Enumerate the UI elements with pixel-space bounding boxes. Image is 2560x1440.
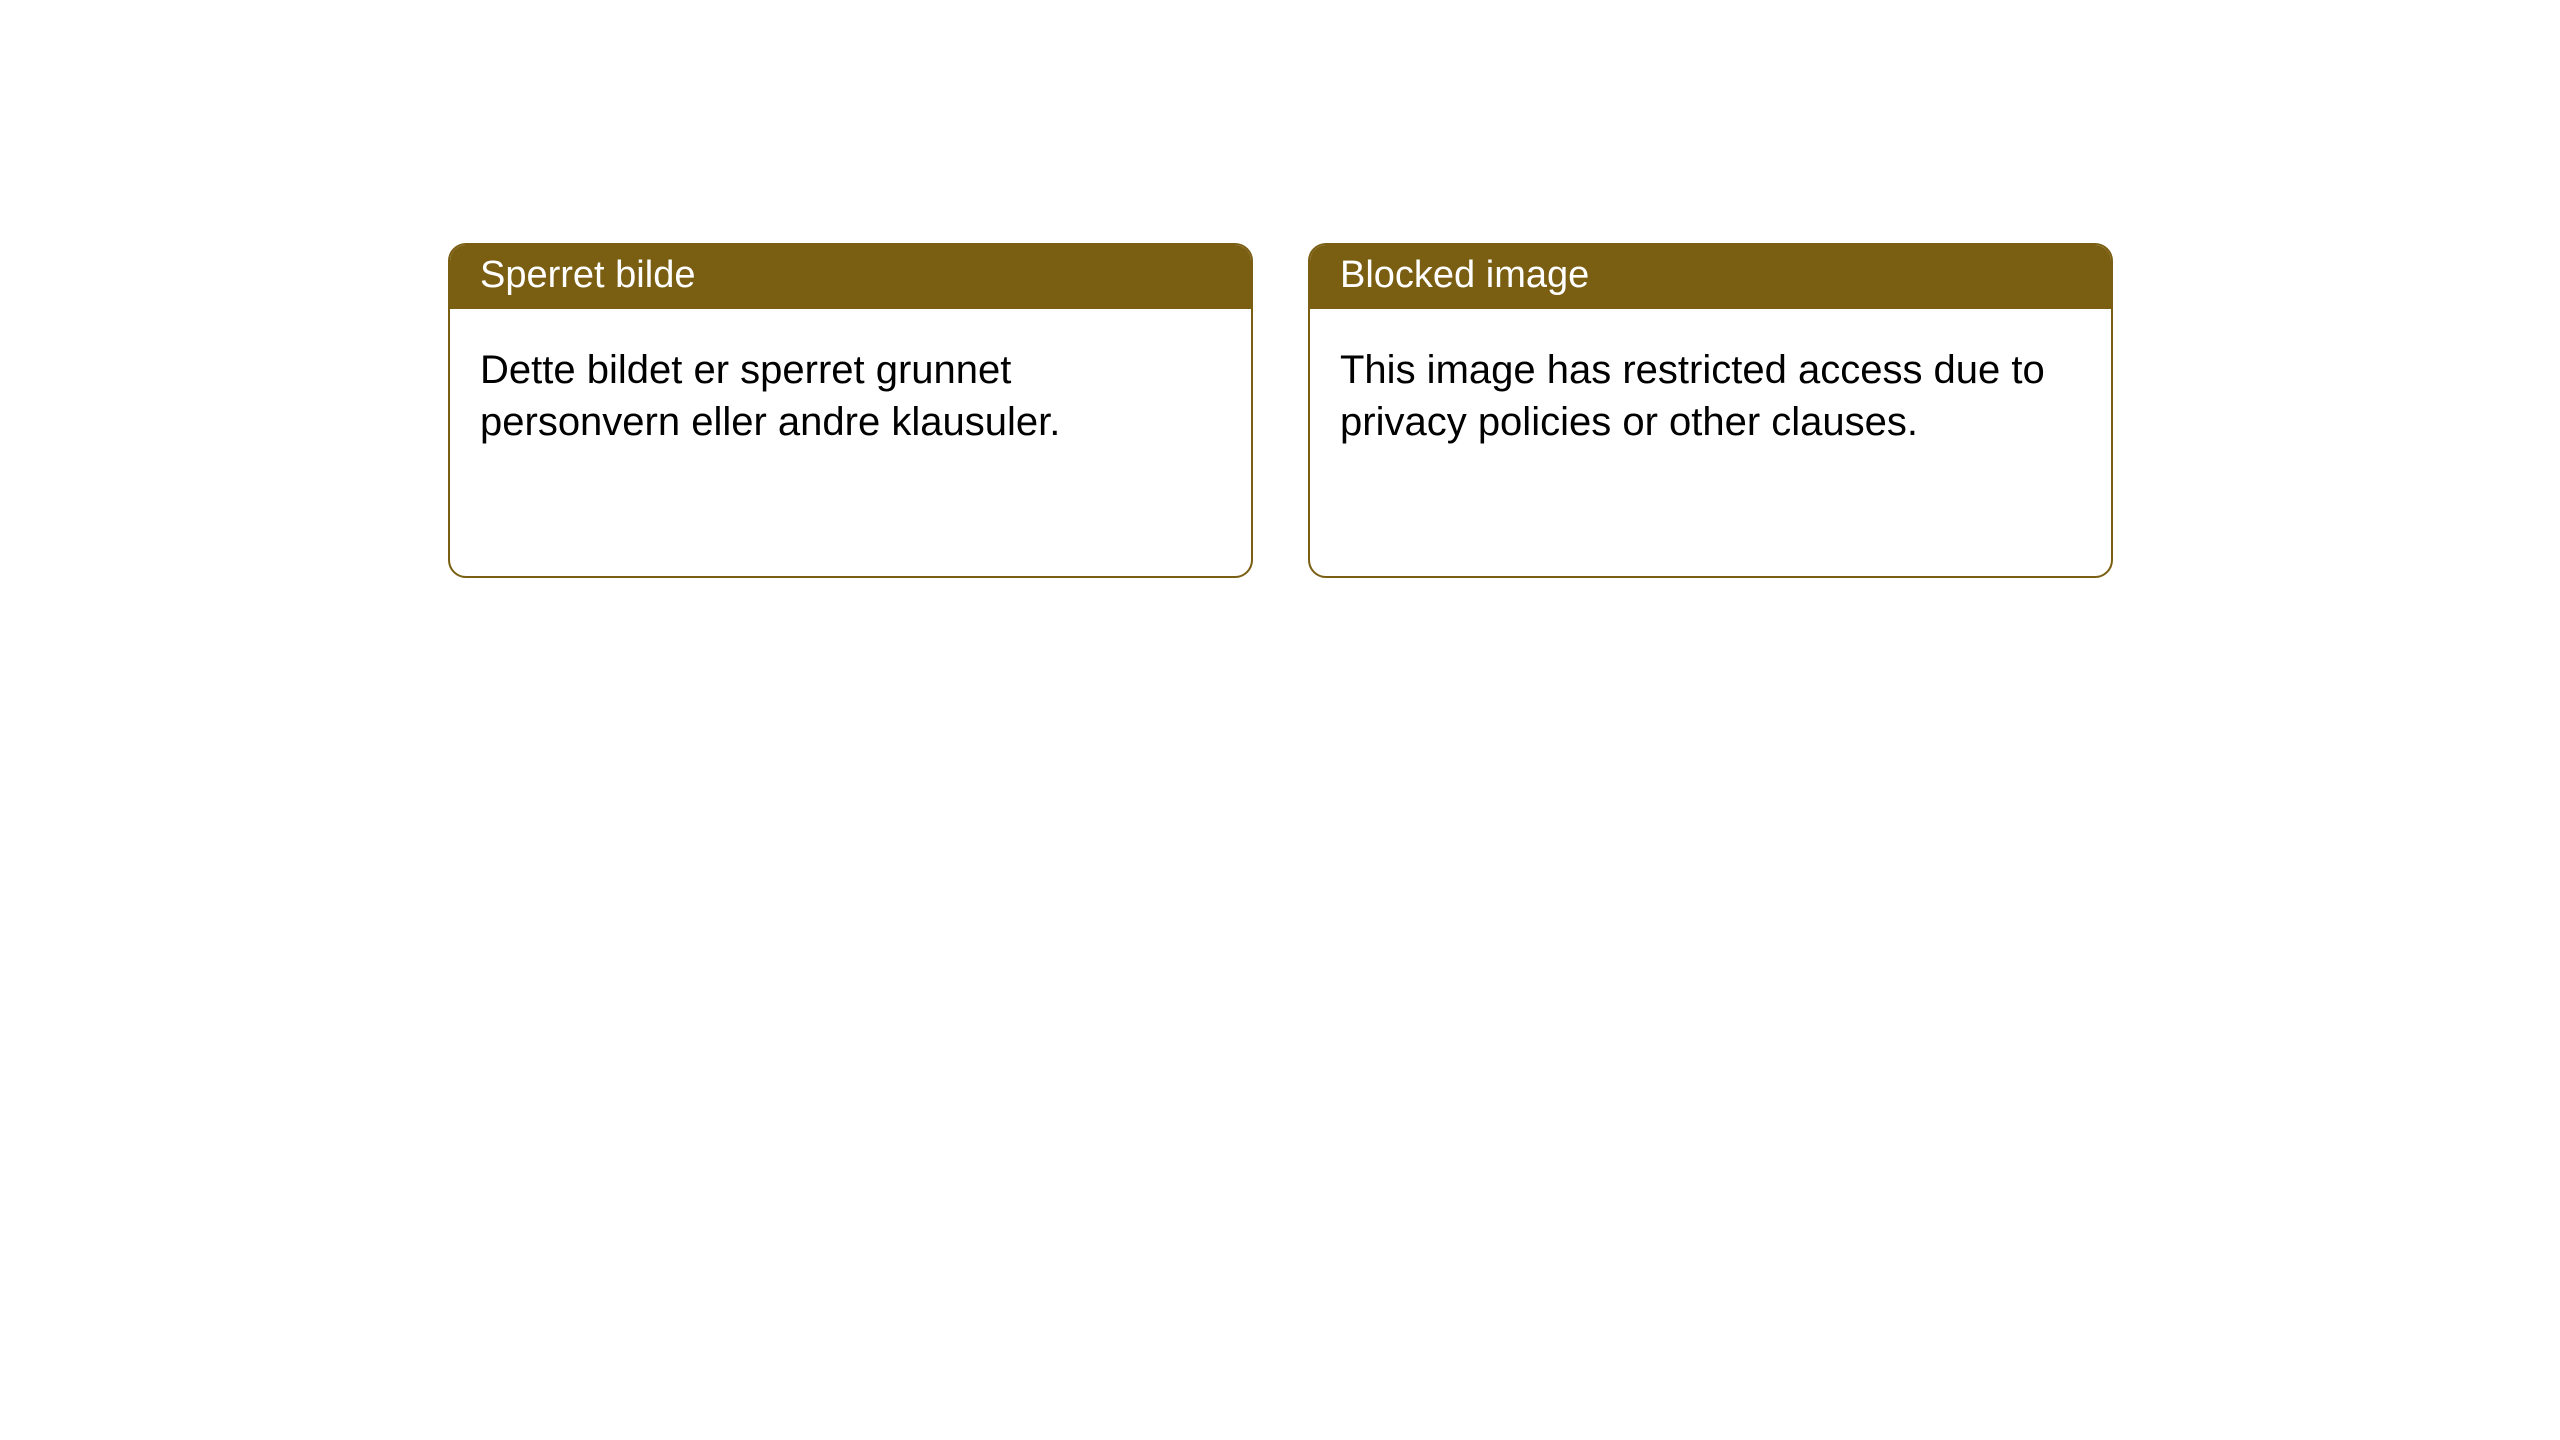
notice-body-norwegian: Dette bildet er sperret grunnet personve… [450,309,1251,478]
notice-box-english: Blocked image This image has restricted … [1308,243,2113,578]
notice-body-text: Dette bildet er sperret grunnet personve… [480,348,1060,444]
notice-title: Blocked image [1340,254,1589,296]
notice-title: Sperret bilde [480,254,695,296]
notice-container: Sperret bilde Dette bildet er sperret gr… [448,243,2113,578]
notice-body-text: This image has restricted access due to … [1340,348,2045,444]
notice-body-english: This image has restricted access due to … [1310,309,2111,478]
notice-header-norwegian: Sperret bilde [450,245,1251,309]
notice-box-norwegian: Sperret bilde Dette bildet er sperret gr… [448,243,1253,578]
notice-header-english: Blocked image [1310,245,2111,309]
